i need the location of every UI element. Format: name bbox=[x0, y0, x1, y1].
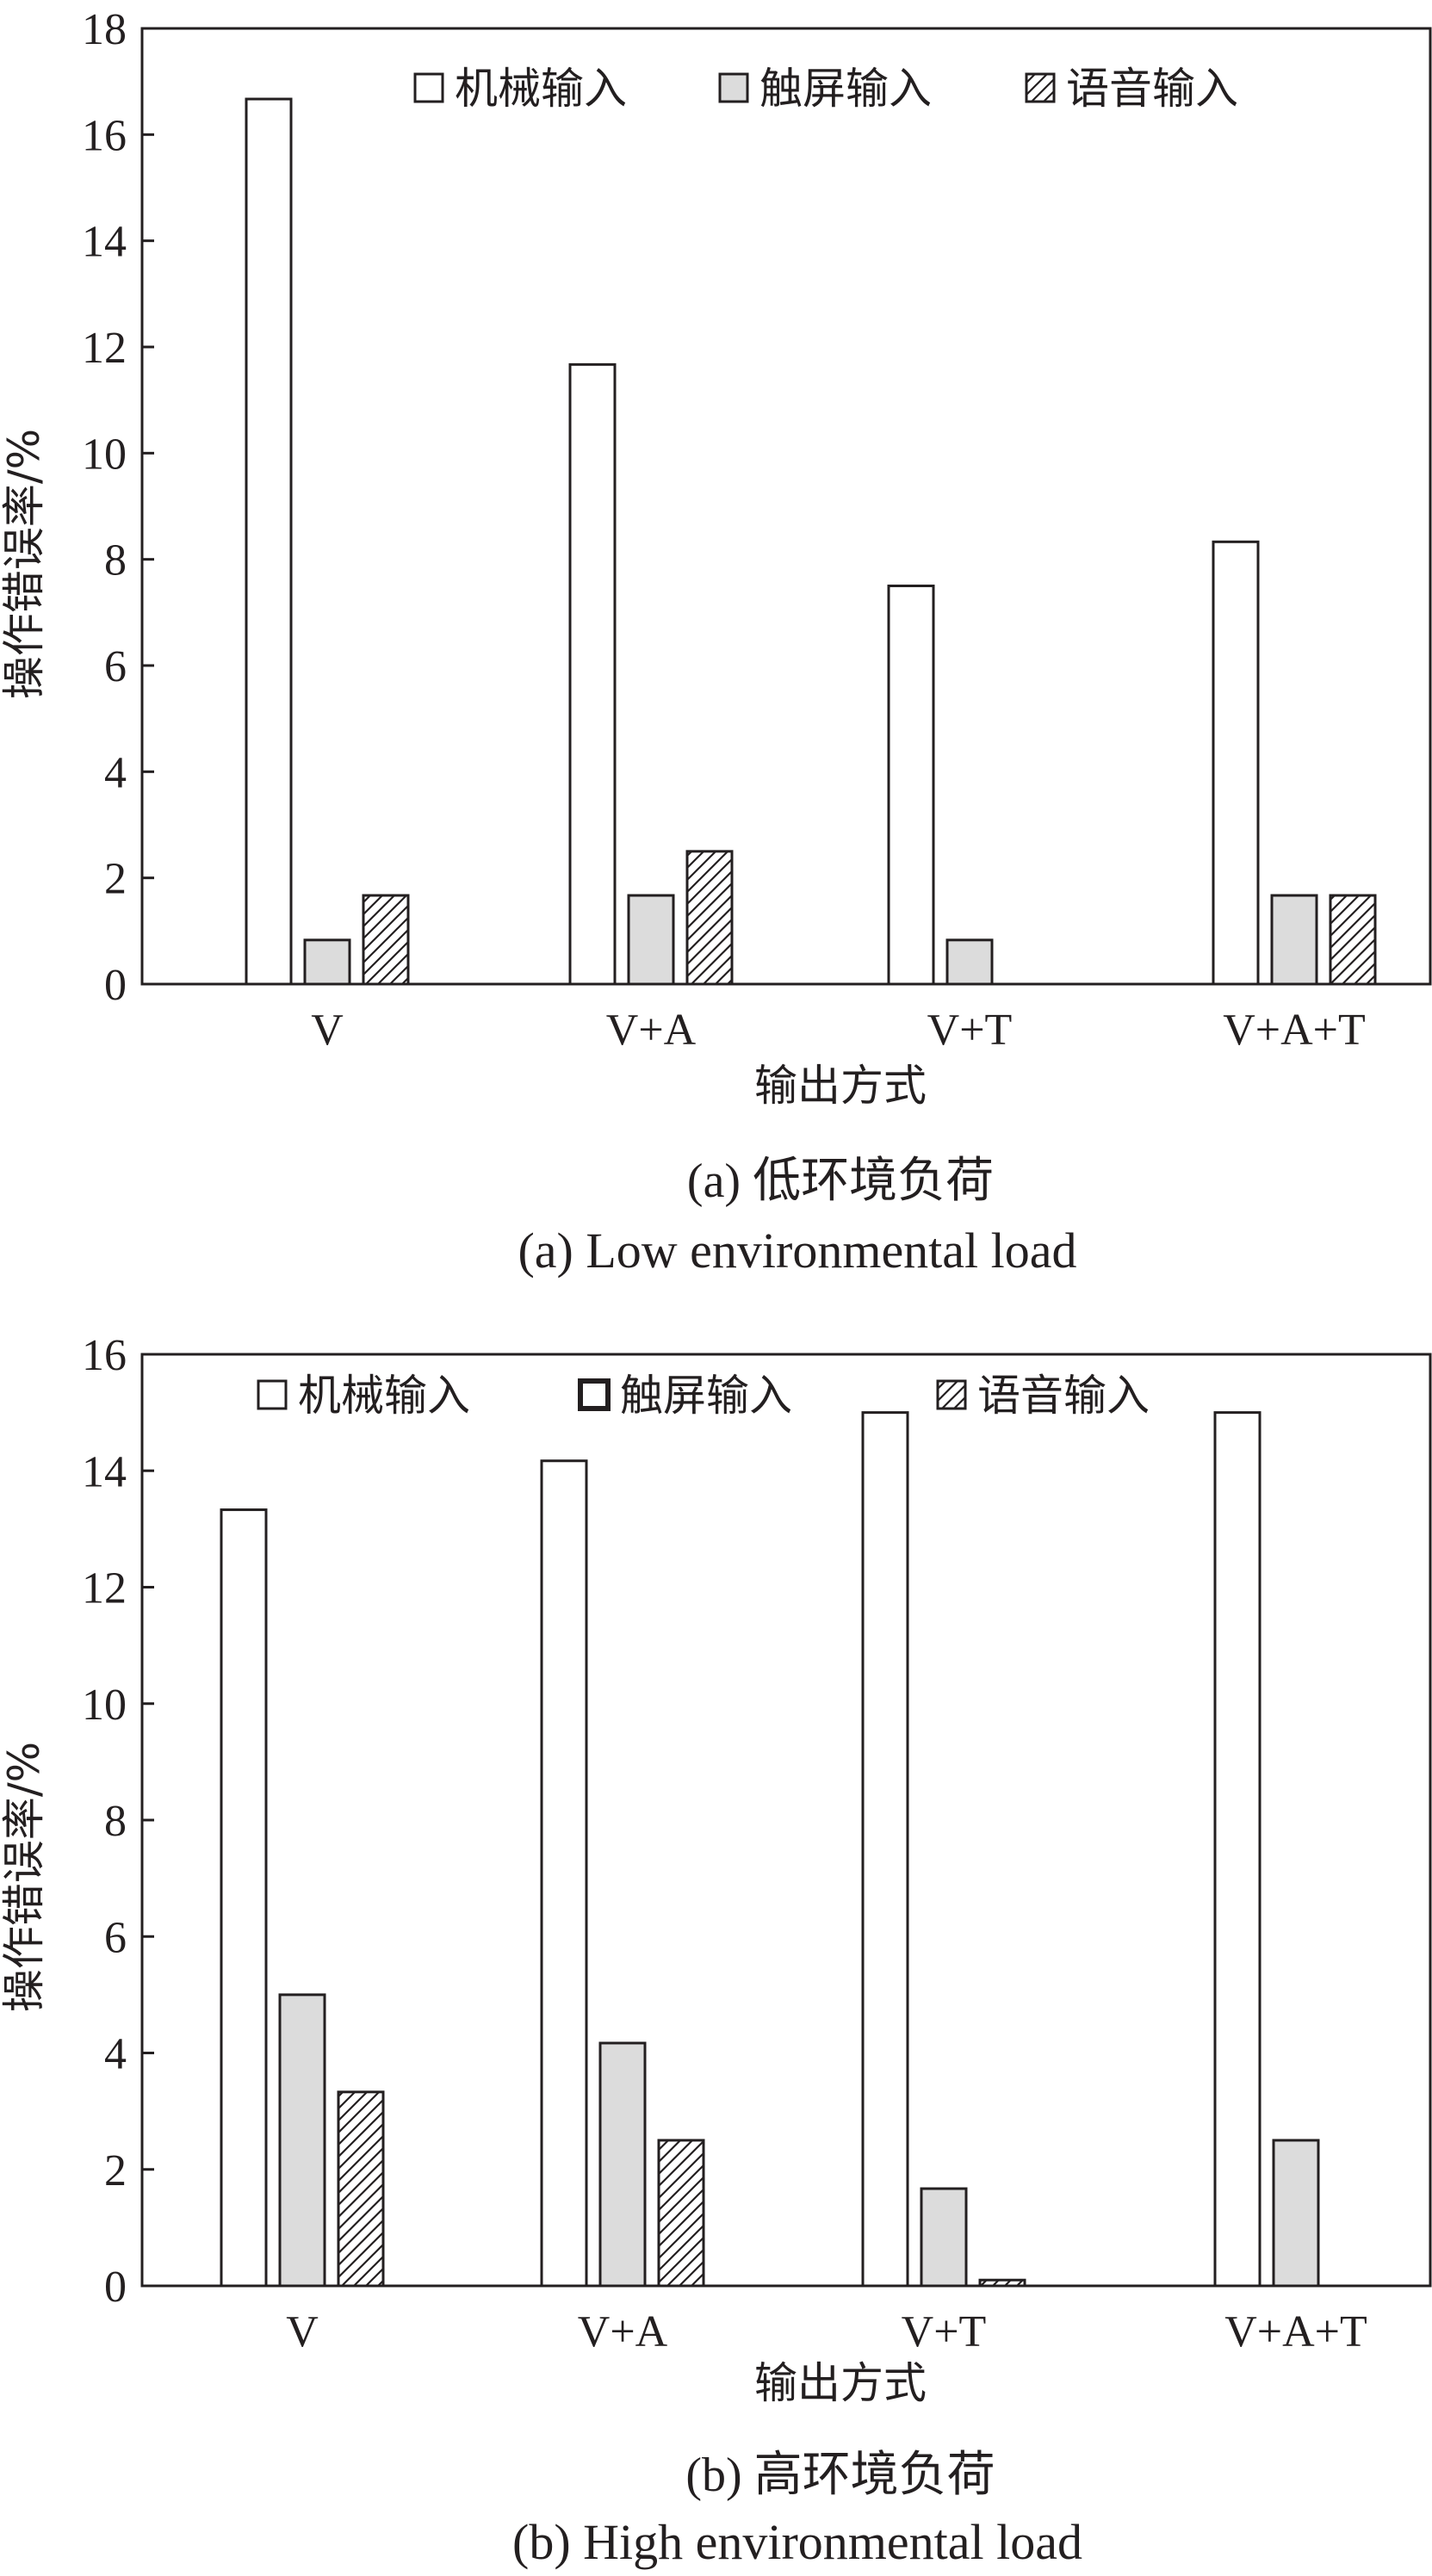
y-ticks-a: 0 2 4 6 8 10 12 14 16 18 bbox=[82, 5, 154, 1010]
bar-语音输入-V+A bbox=[657, 2139, 705, 2288]
legend-label: 触屏输入 bbox=[759, 64, 932, 114]
bar-机械输入-V+A bbox=[568, 362, 617, 986]
x-tick-label: V+T bbox=[927, 1006, 1013, 1055]
x-tick-label: V bbox=[311, 1006, 344, 1055]
bar-机械输入-V bbox=[245, 97, 293, 986]
bar-机械输入-V+T bbox=[861, 1411, 909, 2288]
bar-机械输入-V+A+T bbox=[1213, 1411, 1262, 2288]
y-tick-label: 10 bbox=[82, 430, 127, 479]
y-axis-label-a: 操作错误率/% bbox=[0, 429, 49, 699]
x-ticks-a: V V+A V+T V+A+T bbox=[311, 1006, 1366, 1055]
legend-swatch bbox=[257, 1379, 288, 1410]
y-tick-label: 6 bbox=[104, 1913, 127, 1962]
bar-机械输入-V+A+T bbox=[1212, 540, 1260, 986]
bar-机械输入-V bbox=[220, 1508, 268, 2288]
bar-语音输入-V+A bbox=[685, 850, 734, 986]
bar-机械输入-V+A bbox=[540, 1459, 588, 2288]
bar-触屏输入-V+A+T bbox=[1272, 2139, 1320, 2288]
bar-触屏输入-V+T bbox=[920, 2187, 968, 2288]
x-tick-label: V+A+T bbox=[1223, 1006, 1366, 1055]
caption-en-b: (b) High environmental load bbox=[512, 2514, 1082, 2570]
bar-触屏输入-V+A+T bbox=[1270, 894, 1318, 986]
legend-label: 语音输入 bbox=[977, 1371, 1150, 1421]
bar-语音输入-V bbox=[362, 894, 410, 986]
bar-触屏输入-V+A bbox=[627, 894, 675, 986]
bar-触屏输入-V+T bbox=[945, 938, 994, 986]
caption-en-a: (a) Low environmental load bbox=[518, 1223, 1076, 1279]
bar-机械输入-V+T bbox=[887, 585, 935, 986]
x-tick-label: V+T bbox=[902, 2307, 987, 2356]
y-tick-label: 0 bbox=[104, 2263, 127, 2312]
bars-b bbox=[220, 1411, 1320, 2288]
bar-触屏输入-V+A bbox=[598, 2041, 647, 2288]
y-tick-label: 12 bbox=[82, 1564, 127, 1613]
legend-swatch bbox=[718, 72, 749, 103]
y-tick-label: 8 bbox=[104, 536, 127, 585]
y-tick-label: 18 bbox=[82, 5, 127, 54]
y-axis-label-b: 操作错误率/% bbox=[0, 1742, 49, 2012]
x-axis-label-b: 输出方式 bbox=[754, 2358, 927, 2408]
y-ticks-b: 0 2 4 6 8 10 12 14 16 bbox=[82, 1331, 154, 2312]
y-tick-label: 12 bbox=[82, 324, 127, 373]
y-tick-label: 16 bbox=[82, 111, 127, 160]
legend-swatch bbox=[578, 1378, 611, 1411]
bar-触屏输入-V bbox=[278, 1993, 326, 2288]
y-tick-label: 6 bbox=[104, 642, 127, 691]
x-tick-label: V+A bbox=[578, 2307, 668, 2356]
y-tick-label: 8 bbox=[104, 1797, 127, 1846]
chart-a: 0 2 4 6 8 10 12 14 16 18 V V+A V+T V+A+T 机械输入 触屏输入 语音输… bbox=[0, 5, 1432, 1279]
x-ticks-b: V V+A V+T V+A+T bbox=[286, 2307, 1367, 2356]
bar-语音输入-V bbox=[337, 2090, 385, 2288]
bars-a bbox=[245, 97, 1377, 986]
legend-label: 语音输入 bbox=[1066, 64, 1238, 114]
y-tick-label: 14 bbox=[82, 218, 127, 267]
bar-触屏输入-V bbox=[303, 938, 351, 986]
y-tick-label: 4 bbox=[104, 2030, 127, 2079]
legend-label: 触屏输入 bbox=[620, 1371, 792, 1421]
y-tick-label: 2 bbox=[104, 855, 127, 904]
y-tick-label: 10 bbox=[82, 1681, 127, 1730]
y-tick-label: 4 bbox=[104, 748, 127, 797]
x-axis-label-a: 输出方式 bbox=[754, 1061, 927, 1111]
caption-cn-a: (a) 低环境负荷 bbox=[687, 1155, 994, 1208]
y-tick-label: 0 bbox=[104, 961, 127, 1010]
legend-swatch bbox=[936, 1379, 967, 1410]
x-tick-label: V+A+T bbox=[1224, 2307, 1367, 2356]
bar-语音输入-V+A+T bbox=[1329, 894, 1377, 986]
legend-swatch bbox=[1025, 72, 1056, 103]
legend-b: 机械输入 触屏输入 语音输入 bbox=[257, 1371, 1150, 1421]
y-tick-label: 2 bbox=[104, 2146, 127, 2195]
y-tick-label: 14 bbox=[82, 1447, 127, 1496]
y-tick-label: 16 bbox=[82, 1331, 127, 1380]
legend-label: 机械输入 bbox=[298, 1371, 470, 1421]
x-tick-label: V+A bbox=[606, 1006, 697, 1055]
legend-swatch bbox=[413, 72, 444, 103]
x-tick-label: V bbox=[286, 2307, 319, 2356]
legend-a: 机械输入 触屏输入 语音输入 bbox=[413, 64, 1238, 114]
plot-frame-b bbox=[140, 1353, 1432, 2288]
plot-frame-a bbox=[140, 27, 1432, 986]
legend-label: 机械输入 bbox=[455, 64, 627, 114]
caption-cn-b: (b) 高环境负荷 bbox=[685, 2449, 995, 2502]
